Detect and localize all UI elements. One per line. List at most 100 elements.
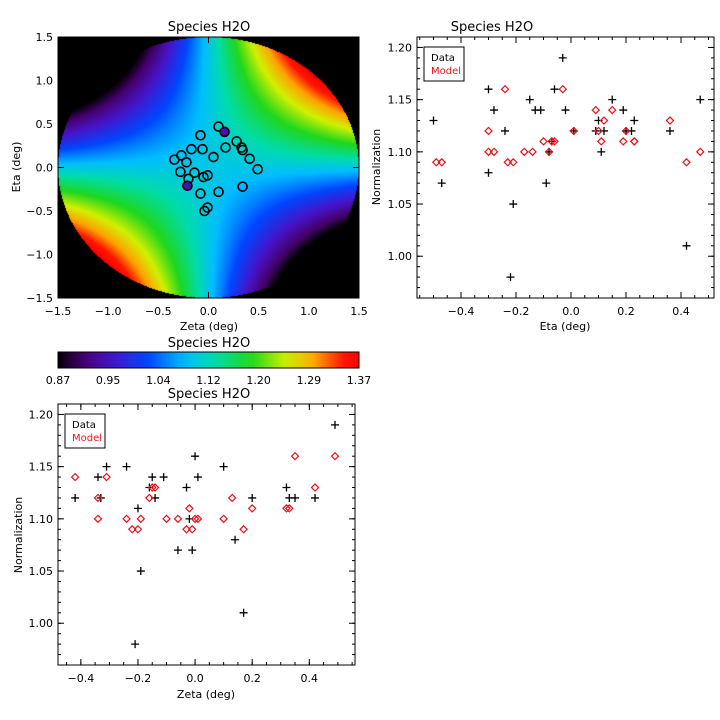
zeta-model-point-23 [284, 504, 294, 513]
zeta-plot-marks [70, 420, 340, 649]
map-heat-surface [58, 37, 359, 298]
colorbar-ticks: 0.87 0.95 1.04 1.12 1.20 1.29 1.37 [46, 374, 372, 387]
zeta-data-point-16 [191, 452, 200, 461]
map-point-0 [213, 121, 224, 132]
eta-data-point-3 [490, 106, 498, 115]
zeta-data-point-20 [239, 608, 248, 617]
map-point-12 [181, 156, 192, 168]
zeta-model-point-2 [93, 514, 103, 524]
eta-model-point-4 [489, 147, 499, 157]
colorbar-title: Species H2O [168, 336, 250, 351]
zeta-plot-panel: Species H2O −0.4 −0.2 0.0 0.2 0.4 1.00 1.05 1.1… [12, 387, 356, 701]
zeta-data-point-7 [136, 567, 145, 576]
zeta-model-point-3 [102, 472, 111, 482]
colorbar-panel: Species H2O 0.87 0.95 1.04 1.12 1.20 1.29 1.37 [46, 336, 372, 387]
eta-plot-title: Species H2O [451, 20, 533, 35]
zeta-legend-data: Data [72, 420, 96, 431]
map-point-20 [182, 180, 193, 192]
zeta-y-tick-label-4: 1.20 [29, 408, 54, 421]
zeta-plot-y-label: Normalization [12, 497, 25, 573]
colorbar-tick-label-0: 0.87 [46, 374, 71, 387]
map-x-tick-label-5: 1.0 [300, 305, 318, 318]
map-x-tick-label-0: −1.5 [45, 305, 72, 318]
eta-y-tick-label-1: 1.05 [388, 198, 413, 211]
zeta-plot-frame [57, 403, 356, 666]
zeta-data-point-13 [182, 483, 191, 492]
eta-model-point-22 [621, 126, 631, 136]
map-point-14 [252, 163, 263, 175]
eta-data-point-29 [696, 95, 705, 104]
map-title: Species H2O [168, 20, 250, 35]
zeta-data-point-26 [331, 420, 340, 429]
zeta-y-tick-label-0: 1.00 [29, 617, 54, 630]
map-point-1 [219, 126, 230, 138]
map-point-5 [186, 143, 197, 155]
eta-data-point-4 [484, 168, 493, 177]
eta-model-point-5 [500, 84, 510, 94]
colorbar-tick-label-2: 1.04 [146, 374, 171, 387]
map-point-6 [197, 143, 208, 155]
zeta-model-point-19 [227, 493, 237, 503]
eta-x-tick-label-4: 0.4 [672, 305, 690, 318]
zeta-plot-axes: −0.4 −0.2 0.0 0.2 0.4 1.00 1.05 1.10 1.15 1.20 [29, 404, 355, 685]
zeta-model-point-17 [193, 514, 203, 524]
zeta-model-point-7 [136, 514, 146, 524]
eta-model-point-16 [591, 105, 601, 115]
eta-y-tick-label-0: 1.00 [388, 250, 413, 263]
eta-y-tick-label-2: 1.10 [388, 146, 413, 159]
map-y-tick-label-5: 1.0 [36, 75, 54, 88]
colorbar-tick-label-1: 0.95 [96, 374, 121, 387]
eta-data-point-10 [536, 106, 545, 115]
map-y-tick-label-3: 0.0 [36, 162, 54, 175]
zeta-x-tick-label-3: 0.2 [243, 672, 261, 685]
eta-model-point-15 [569, 126, 579, 136]
eta-plot-y-label: Normalization [370, 129, 383, 205]
eta-data-point-5 [501, 126, 509, 135]
eta-model-point-12 [547, 137, 557, 146]
eta-x-tick-label-1: −0.2 [503, 305, 530, 318]
map-point-22 [213, 186, 224, 198]
zeta-data-point-15 [188, 546, 197, 555]
zeta-model-point-14 [185, 504, 194, 513]
eta-model-point-7 [508, 157, 518, 167]
eta-model-point-17 [594, 126, 603, 136]
eta-data-point-1 [437, 179, 446, 188]
eta-x-tick-label-3: 0.2 [617, 305, 635, 318]
zeta-model-point-15 [187, 524, 197, 534]
eta-model-point-18 [596, 137, 606, 146]
zeta-legend-box [64, 413, 106, 449]
eta-data-point-28 [682, 241, 691, 250]
eta-data-point-15 [558, 53, 567, 62]
zeta-model-point-22 [282, 504, 291, 513]
eta-model-point-19 [599, 116, 609, 125]
map-x-tick-label-2: −0.5 [145, 305, 172, 318]
map-point-24 [202, 202, 213, 213]
zeta-plot-x-label: Zeta (deg) [177, 688, 235, 701]
zeta-model-point-24 [290, 451, 300, 461]
zeta-x-tick-label-0: −0.4 [67, 672, 94, 685]
zeta-data-point-12 [173, 546, 182, 555]
map-point-2 [195, 130, 206, 141]
map-x-ticks: −1.5 −1.0 −0.5 0.0 0.5 1.0 1.5 [45, 37, 368, 318]
map-point-15 [175, 166, 186, 178]
colorbar-tick-label-4: 1.20 [246, 374, 271, 387]
zeta-model-point-8 [145, 493, 154, 503]
map-x-tick-label-1: −1.0 [95, 305, 122, 318]
eta-data-point-0 [429, 116, 438, 125]
zeta-y-tick-label-2: 1.10 [29, 513, 54, 526]
eta-legend-data: Data [431, 53, 455, 64]
eta-model-point-2 [484, 126, 493, 136]
eta-legend-box [423, 46, 465, 82]
zeta-data-point-19 [231, 535, 240, 544]
zeta-data-point-17 [193, 473, 202, 482]
map-y-tick-label-1: −1.0 [26, 249, 53, 262]
map-x-tick-label-3: 0.0 [200, 305, 218, 318]
eta-model-point-27 [695, 147, 705, 157]
map-y-tick-label-0: −1.5 [26, 292, 53, 305]
zeta-data-point-5 [131, 640, 140, 649]
zeta-model-point-16 [190, 514, 200, 524]
zeta-data-point-24 [291, 493, 300, 502]
eta-plot-axes: −0.4 −0.2 0.0 0.2 0.4 1.00 1.05 1.10 1.15 1.20 [388, 37, 714, 318]
map-x-tick-label-4: 0.5 [250, 305, 268, 318]
